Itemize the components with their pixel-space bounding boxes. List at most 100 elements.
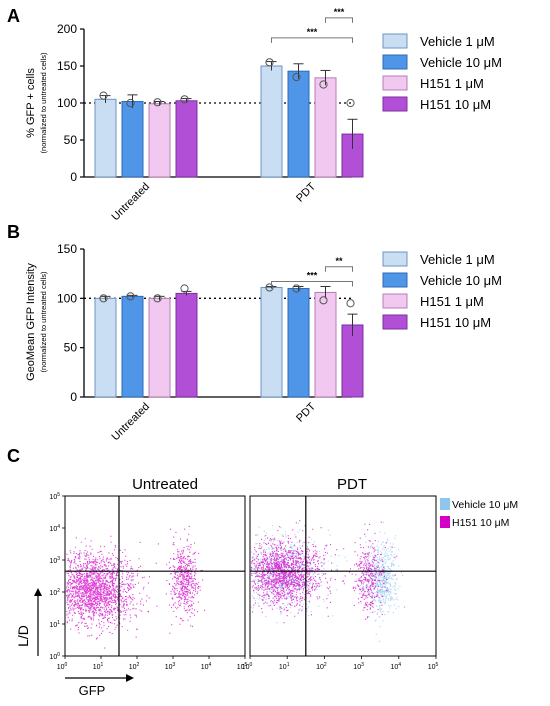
- legend-label: H151 10 μM: [420, 315, 491, 330]
- legend-swatch: [382, 293, 408, 309]
- chart-a-data-point: [292, 73, 301, 82]
- flow-xtick-label: 103: [353, 662, 364, 671]
- flow-xtick-label: 104: [391, 662, 402, 671]
- chart-a-category-label: Untreated: [109, 181, 152, 224]
- flow-panel-title-pdt: PDT: [337, 476, 367, 493]
- chart-b-data-point: [265, 283, 274, 292]
- flow-xtick-label: 105: [237, 662, 248, 671]
- flow-ytick-label: 102: [49, 588, 60, 597]
- chart-b-data-point: [292, 284, 301, 293]
- chart-a-data-point: [180, 95, 189, 104]
- chart-a-significance-bracket: [271, 37, 353, 43]
- chart-b-bar: [314, 291, 337, 398]
- chart-b-data-point: [126, 292, 135, 301]
- flow-xtick-label: 100: [57, 662, 68, 671]
- chart-b-data-point: [99, 294, 108, 303]
- legend-a: Vehicle 1 μM Vehicle 10 μM H151 1 μM H151 1…: [382, 33, 502, 112]
- flow-xlabel: GFP: [79, 683, 106, 698]
- chart-b-data-point: [153, 294, 162, 303]
- flow-x-arrowhead: [126, 674, 134, 682]
- flow-event-cluster: [65, 535, 176, 649]
- flow-panel-title-untreated: Untreated: [132, 476, 198, 493]
- chart-b-ytick-label: 150: [57, 242, 77, 256]
- flow-xtick-label: 104: [201, 662, 212, 671]
- chart-a-significance-bracket: [325, 17, 353, 23]
- chart-b-category-label: PDT: [294, 400, 318, 424]
- chart-a-ylabel: % GFP + cells: [25, 68, 37, 138]
- flow-xtick-label: 100: [242, 662, 253, 671]
- legend-label: Vehicle 1 μM: [420, 252, 495, 267]
- chart-b-significance-label: ***: [307, 271, 318, 281]
- flow-plot-pdt: 100 101 102 103 104 105: [242, 495, 439, 671]
- legend-label: H151 1 μM: [420, 76, 484, 91]
- chart-a-bar: [148, 103, 171, 178]
- chart-b-data-point: [346, 299, 355, 308]
- chart-a-bar: [94, 98, 117, 178]
- flow-legend-label-vehicle: Vehicle 10 μM: [452, 499, 518, 511]
- chart-b-bar: [175, 292, 198, 398]
- chart-a-ytick-label: 50: [64, 133, 78, 147]
- chart-b-significance-bracket: [325, 266, 353, 272]
- legend-b: Vehicle 1 μM Vehicle 10 μM H151 1 μM H151 1…: [382, 251, 502, 330]
- flow-ytick-label: 101: [49, 620, 60, 629]
- legend-swatch: [382, 272, 408, 288]
- chart-b-category-label: Untreated: [109, 401, 152, 444]
- flow-ytick-label: 105: [49, 492, 60, 501]
- flow-xtick-label: 101: [93, 662, 104, 671]
- panel-letter-b: B: [7, 222, 20, 242]
- chart-a-bar: [121, 101, 144, 178]
- chart-a-category-label: PDT: [294, 180, 318, 204]
- chart-b-bar: [260, 286, 283, 398]
- legend-swatch: [382, 314, 408, 330]
- chart-b-ytick-label: 100: [57, 291, 77, 305]
- flow-xtick-label: 105: [428, 662, 439, 671]
- chart-b-data-point: [180, 284, 189, 293]
- flow-xtick-label: 101: [279, 662, 290, 671]
- flow-legend-swatch: [440, 498, 450, 510]
- chart-a: % GFP + cells (normalized to untreated c…: [25, 7, 364, 224]
- chart-b: GeoMean GFP Intensity (normalized to unt…: [25, 242, 364, 444]
- chart-b-data-point: [319, 296, 328, 305]
- chart-b-significance-bracket: [271, 281, 353, 287]
- flow-event-cluster: [157, 525, 206, 634]
- panel-letter-a: A: [7, 6, 20, 26]
- chart-a-data-point: [319, 80, 328, 89]
- chart-a-ytick-label: 0: [70, 170, 77, 184]
- flow-xtick-label: 103: [165, 662, 176, 671]
- flow-legend-label-h151: H151 10 μM: [452, 517, 509, 529]
- flow-event-cluster: [346, 521, 406, 642]
- chart-b-ylabel: GeoMean GFP Intensity: [25, 263, 37, 381]
- chart-b-ytick-label: 0: [70, 390, 77, 404]
- legend-swatch: [382, 96, 408, 112]
- chart-b-ytick-label: 50: [64, 341, 78, 355]
- legend-label: Vehicle 1 μM: [420, 34, 495, 49]
- chart-a-ytick-label: 100: [57, 96, 77, 110]
- chart-a-data-point: [265, 58, 274, 67]
- flow-events: [65, 525, 206, 649]
- flow-ylabel: L/D: [15, 625, 31, 647]
- chart-a-bar: [287, 70, 310, 178]
- flow-plot-frame: [64, 495, 246, 657]
- flow-ytick-label: 104: [49, 524, 60, 533]
- chart-b-ylabel-sub: (normalized to untreated cells): [39, 271, 48, 372]
- chart-a-significance-label: ***: [334, 7, 345, 17]
- chart-b-significance-label: **: [335, 256, 343, 266]
- chart-a-bar: [175, 100, 198, 178]
- flow-xtick-label: 102: [129, 662, 140, 671]
- chart-b-bar: [94, 297, 117, 398]
- legend-swatch: [382, 33, 408, 49]
- chart-a-significance-label: ***: [307, 27, 318, 37]
- legend-label: Vehicle 10 μM: [420, 55, 502, 70]
- chart-a-ytick-label: 200: [57, 22, 77, 36]
- chart-b-bar: [121, 295, 144, 398]
- legend-label: H151 10 μM: [420, 97, 491, 112]
- chart-a-data-point: [99, 91, 108, 100]
- legend-label: H151 1 μM: [420, 294, 484, 309]
- chart-a-ylabel-sub: (normalized to untreated cells): [39, 52, 48, 153]
- chart-b-bar: [287, 287, 310, 398]
- legend-label: Vehicle 10 μM: [420, 273, 502, 288]
- legend-swatch: [382, 251, 408, 267]
- chart-a-bar: [260, 65, 283, 178]
